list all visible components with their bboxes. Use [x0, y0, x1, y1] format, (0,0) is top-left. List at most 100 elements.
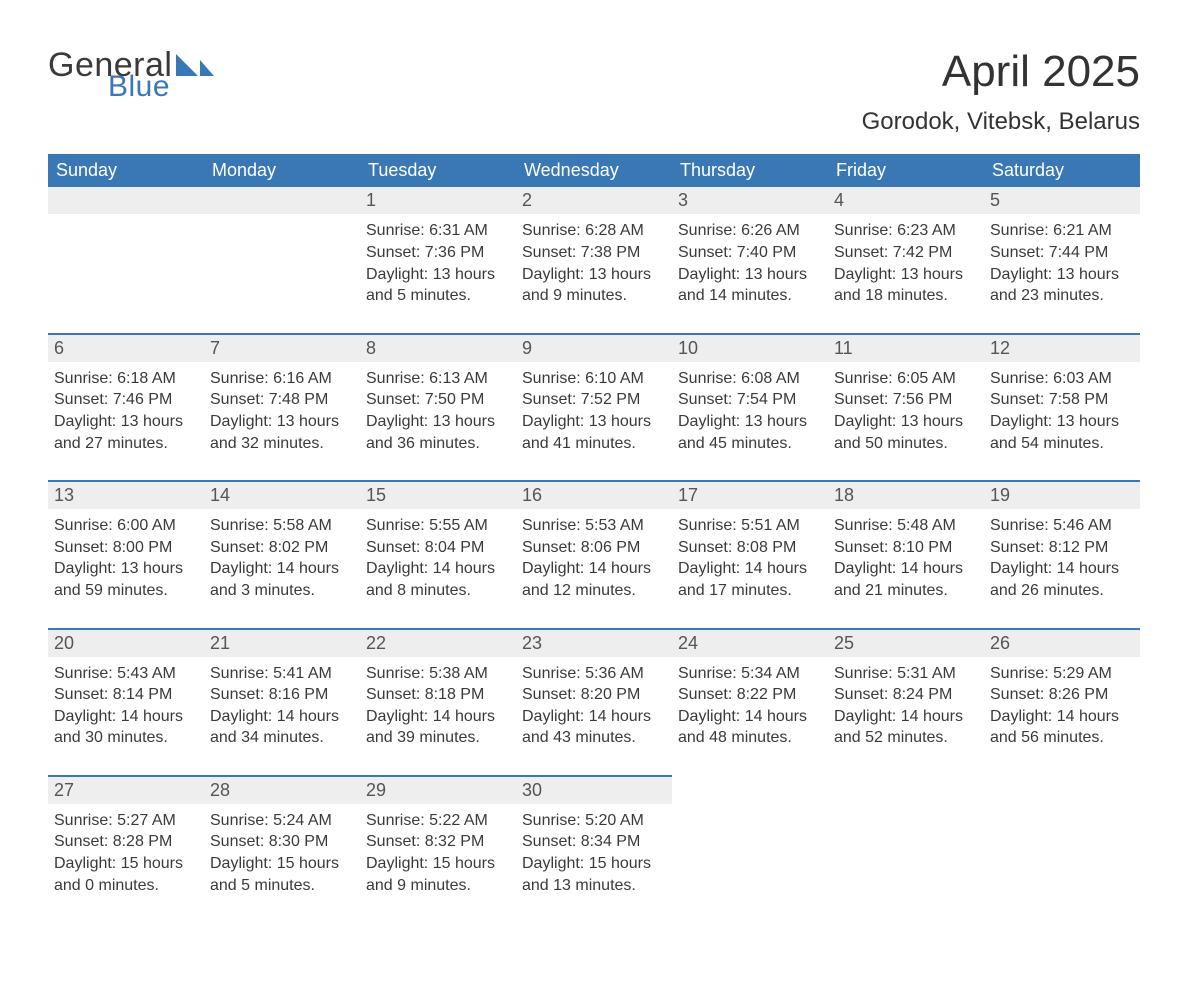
sunrise-line: Sunrise: 6:10 AM: [522, 368, 666, 390]
day-number-cell: 27: [48, 775, 204, 804]
daylight-line: and 36 minutes.: [366, 433, 510, 455]
daylight-line: and 17 minutes.: [678, 580, 822, 602]
day-number-cell: 15: [360, 480, 516, 509]
daylight-line: Daylight: 14 hours: [210, 558, 354, 580]
day-content-cell: [204, 214, 360, 332]
daylight-line: and 45 minutes.: [678, 433, 822, 455]
daylight-line: and 27 minutes.: [54, 433, 198, 455]
day-content-cell: Sunrise: 5:20 AMSunset: 8:34 PMDaylight:…: [516, 804, 672, 922]
daylight-line: Daylight: 14 hours: [834, 558, 978, 580]
day-content-cell: Sunrise: 5:22 AMSunset: 8:32 PMDaylight:…: [360, 804, 516, 922]
daylight-line: Daylight: 13 hours: [54, 558, 198, 580]
day-content-row: Sunrise: 6:00 AMSunset: 8:00 PMDaylight:…: [48, 509, 1140, 627]
daylight-line: and 41 minutes.: [522, 433, 666, 455]
sunset-line: Sunset: 7:46 PM: [54, 389, 198, 411]
sunrise-line: Sunrise: 6:16 AM: [210, 368, 354, 390]
day-content-cell: Sunrise: 5:29 AMSunset: 8:26 PMDaylight:…: [984, 657, 1140, 775]
daylight-line: Daylight: 14 hours: [678, 706, 822, 728]
day-number-row: 6789101112: [48, 333, 1140, 362]
sunset-line: Sunset: 8:26 PM: [990, 684, 1134, 706]
daylight-line: and 5 minutes.: [366, 285, 510, 307]
day-number-cell: 14: [204, 480, 360, 509]
day-number-cell: 2: [516, 187, 672, 214]
daylight-line: Daylight: 14 hours: [834, 706, 978, 728]
day-header: Monday: [204, 154, 360, 187]
sunset-line: Sunset: 8:22 PM: [678, 684, 822, 706]
sunset-line: Sunset: 7:36 PM: [366, 242, 510, 264]
sunset-line: Sunset: 8:16 PM: [210, 684, 354, 706]
sunset-line: Sunset: 8:30 PM: [210, 831, 354, 853]
day-content-cell: [672, 804, 828, 922]
sunset-line: Sunset: 8:24 PM: [834, 684, 978, 706]
day-number-cell: [984, 775, 1140, 804]
day-content-row: Sunrise: 5:27 AMSunset: 8:28 PMDaylight:…: [48, 804, 1140, 922]
sunset-line: Sunset: 7:50 PM: [366, 389, 510, 411]
sunrise-line: Sunrise: 5:31 AM: [834, 663, 978, 685]
day-number-cell: 22: [360, 628, 516, 657]
sunset-line: Sunset: 7:56 PM: [834, 389, 978, 411]
sunrise-line: Sunrise: 6:05 AM: [834, 368, 978, 390]
sunrise-line: Sunrise: 5:27 AM: [54, 810, 198, 832]
sunset-line: Sunset: 7:44 PM: [990, 242, 1134, 264]
daylight-line: and 59 minutes.: [54, 580, 198, 602]
daylight-line: Daylight: 13 hours: [366, 264, 510, 286]
daylight-line: Daylight: 15 hours: [54, 853, 198, 875]
sunset-line: Sunset: 8:32 PM: [366, 831, 510, 853]
sunrise-line: Sunrise: 6:23 AM: [834, 220, 978, 242]
day-number-cell: 19: [984, 480, 1140, 509]
day-number-cell: 26: [984, 628, 1140, 657]
daylight-line: and 54 minutes.: [990, 433, 1134, 455]
day-number-cell: 3: [672, 187, 828, 214]
daylight-line: and 56 minutes.: [990, 727, 1134, 749]
day-content-cell: Sunrise: 6:08 AMSunset: 7:54 PMDaylight:…: [672, 362, 828, 480]
day-number-cell: 24: [672, 628, 828, 657]
day-header: Wednesday: [516, 154, 672, 187]
day-content-cell: Sunrise: 5:58 AMSunset: 8:02 PMDaylight:…: [204, 509, 360, 627]
day-number-cell: [672, 775, 828, 804]
day-content-cell: Sunrise: 6:10 AMSunset: 7:52 PMDaylight:…: [516, 362, 672, 480]
daylight-line: and 12 minutes.: [522, 580, 666, 602]
daylight-line: and 32 minutes.: [210, 433, 354, 455]
sunset-line: Sunset: 8:12 PM: [990, 537, 1134, 559]
sunrise-line: Sunrise: 5:55 AM: [366, 515, 510, 537]
daylight-line: Daylight: 13 hours: [990, 264, 1134, 286]
sunrise-line: Sunrise: 5:53 AM: [522, 515, 666, 537]
sunrise-line: Sunrise: 6:26 AM: [678, 220, 822, 242]
sunrise-line: Sunrise: 5:24 AM: [210, 810, 354, 832]
day-content-cell: Sunrise: 6:31 AMSunset: 7:36 PMDaylight:…: [360, 214, 516, 332]
day-content-cell: Sunrise: 6:28 AMSunset: 7:38 PMDaylight:…: [516, 214, 672, 332]
sunset-line: Sunset: 8:02 PM: [210, 537, 354, 559]
day-header: Sunday: [48, 154, 204, 187]
sunset-line: Sunset: 8:18 PM: [366, 684, 510, 706]
day-header: Thursday: [672, 154, 828, 187]
day-content-cell: Sunrise: 5:43 AMSunset: 8:14 PMDaylight:…: [48, 657, 204, 775]
day-content-cell: Sunrise: 5:53 AMSunset: 8:06 PMDaylight:…: [516, 509, 672, 627]
day-content-row: Sunrise: 6:18 AMSunset: 7:46 PM Daylight:…: [48, 362, 1140, 480]
page-title: April 2025: [862, 48, 1140, 96]
sunrise-line: Sunrise: 6:31 AM: [366, 220, 510, 242]
daylight-line: Daylight: 13 hours: [990, 411, 1134, 433]
day-content-cell: Sunrise: 6:26 AMSunset: 7:40 PMDaylight:…: [672, 214, 828, 332]
day-content-cell: Sunrise: 6:00 AMSunset: 8:00 PMDaylight:…: [48, 509, 204, 627]
sunset-line: Sunset: 7:58 PM: [990, 389, 1134, 411]
day-number-cell: 25: [828, 628, 984, 657]
daylight-line: Daylight: 13 hours: [366, 411, 510, 433]
day-content-cell: Sunrise: 5:38 AMSunset: 8:18 PMDaylight:…: [360, 657, 516, 775]
daylight-line: Daylight: 13 hours: [522, 411, 666, 433]
sunset-line: Sunset: 7:40 PM: [678, 242, 822, 264]
day-number-cell: 29: [360, 775, 516, 804]
brand-text-blue: Blue: [108, 72, 214, 102]
sunrise-line: Sunrise: 5:58 AM: [210, 515, 354, 537]
sunrise-line: Sunrise: 5:38 AM: [366, 663, 510, 685]
day-number-cell: 20: [48, 628, 204, 657]
sunset-line: Sunset: 7:52 PM: [522, 389, 666, 411]
daylight-line: Daylight: 14 hours: [366, 558, 510, 580]
sunset-line: Sunset: 8:04 PM: [366, 537, 510, 559]
day-content-cell: [828, 804, 984, 922]
day-number-cell: [204, 187, 360, 214]
sunrise-line: Sunrise: 5:43 AM: [54, 663, 198, 685]
sunset-line: Sunset: 8:00 PM: [54, 537, 198, 559]
day-content-cell: Sunrise: 5:34 AMSunset: 8:22 PMDaylight:…: [672, 657, 828, 775]
day-number-cell: [48, 187, 204, 214]
sunrise-line: Sunrise: 6:18 AM: [54, 368, 198, 390]
